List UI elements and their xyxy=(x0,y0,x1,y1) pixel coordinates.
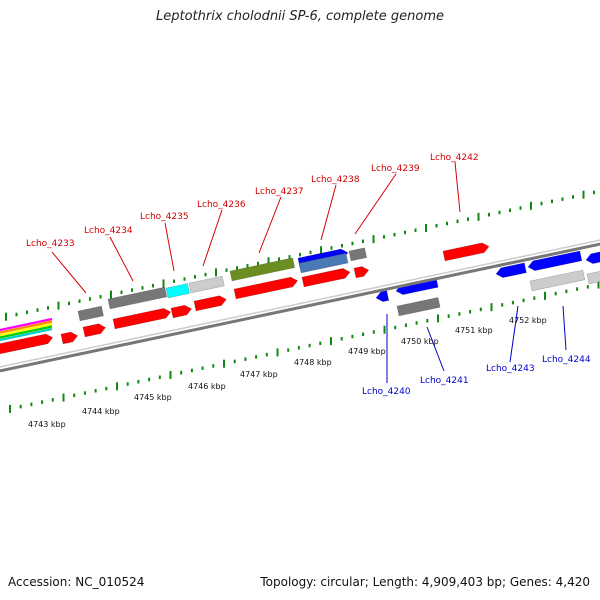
track-stripe xyxy=(0,322,53,337)
kbp-label: 4749 kbp xyxy=(348,347,386,356)
gene-feature xyxy=(529,269,586,292)
gene-feature xyxy=(396,297,441,317)
track-stripe xyxy=(0,325,53,339)
leader-line xyxy=(426,326,445,372)
gene-label-plus: Lcho_4236 xyxy=(197,200,246,210)
gene-feature xyxy=(233,276,299,300)
gene-feature xyxy=(348,247,368,262)
gene-feature xyxy=(586,270,600,285)
kbp-label: 4750 kbp xyxy=(401,337,439,346)
leader-line xyxy=(562,305,567,351)
kbp-label: 4743 kbp xyxy=(28,420,66,429)
gene-label-minus: Lcho_4244 xyxy=(542,355,591,365)
gene-label-plus: Lcho_4233 xyxy=(26,239,75,249)
gene-feature xyxy=(0,333,54,356)
track-stripe xyxy=(0,320,53,334)
gene-label-minus: Lcho_4243 xyxy=(486,364,535,374)
gene-label-plus: Lcho_4239 xyxy=(371,164,420,174)
gene-feature xyxy=(112,308,172,330)
gene-label-plus: Lcho_4237 xyxy=(255,187,304,197)
gene-feature xyxy=(301,268,351,288)
leader-line xyxy=(258,196,282,254)
gene-feature xyxy=(107,286,168,310)
gene-label-plus: Lcho_4242 xyxy=(430,153,479,163)
leader-line xyxy=(454,161,461,213)
track-stripe xyxy=(0,327,53,342)
kbp-label: 4748 kbp xyxy=(294,358,332,367)
gene-feature xyxy=(165,283,190,299)
gene-feature xyxy=(193,295,227,312)
gene-feature xyxy=(60,331,79,345)
leader-line xyxy=(109,236,134,282)
gene-feature xyxy=(585,250,600,264)
leader-line xyxy=(51,251,87,294)
backbone-outer xyxy=(0,242,600,373)
gene-label-plus: Lcho_4235 xyxy=(140,212,189,222)
gene-feature xyxy=(188,275,225,294)
gene-label-plus: Lcho_4234 xyxy=(84,226,133,236)
tick-marks xyxy=(5,190,600,413)
gene-features xyxy=(0,242,600,356)
leader-line xyxy=(202,209,223,267)
track-stripe xyxy=(0,317,53,332)
gene-feature xyxy=(442,242,490,262)
kbp-label: 4746 kbp xyxy=(188,382,226,391)
map-title: Leptothrix cholodnii SP-6, complete geno… xyxy=(156,9,444,24)
gene-label-minus: Lcho_4241 xyxy=(420,376,469,386)
gene-feature xyxy=(229,257,296,282)
kbp-label: 4744 kbp xyxy=(82,407,120,416)
gene-feature xyxy=(77,305,104,322)
gene-feature xyxy=(170,304,193,319)
backbone-inner xyxy=(0,239,600,368)
accession-text: Accession: NC_010524 xyxy=(8,575,145,589)
kbp-label: 4751 kbp xyxy=(455,326,493,335)
kbp-label: 4747 kbp xyxy=(240,370,278,379)
gene-feature xyxy=(82,323,106,338)
leader-line xyxy=(164,222,175,272)
gene-label-plus: Lcho_4238 xyxy=(311,175,360,185)
kbp-label: 4745 kbp xyxy=(134,393,172,402)
gene-feature xyxy=(353,266,370,279)
gene-feature xyxy=(298,252,349,274)
leader-line xyxy=(509,305,519,363)
leader-line xyxy=(354,173,397,235)
genome-summary-text: Topology: circular; Length: 4,909,403 bp… xyxy=(260,575,590,589)
gene-label-minus: Lcho_4240 xyxy=(362,387,411,397)
leader-line xyxy=(320,184,337,241)
gene-feature xyxy=(527,250,583,271)
gene-feature xyxy=(495,262,527,278)
kbp-label: 4752 kbp xyxy=(509,316,547,325)
